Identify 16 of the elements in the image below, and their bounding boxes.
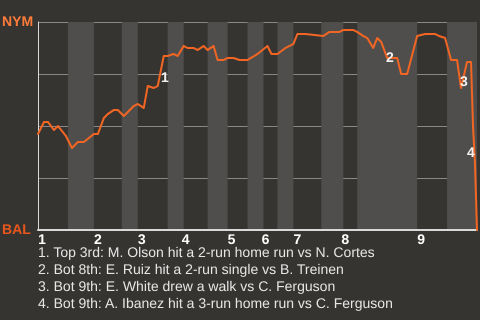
- x-tick-label: 6: [262, 231, 270, 247]
- annotation: 1: [161, 69, 169, 85]
- x-tick-label: 7: [294, 231, 302, 247]
- text: 4. Bot 9th: A. Ibanez hit a 3-run home run vs C. Ferguson: [38, 295, 393, 311]
- x-tick-label: 2: [94, 231, 102, 247]
- x-tick-label: 5: [228, 231, 236, 247]
- text: NYM: [2, 13, 34, 29]
- x-tick-label: 3: [138, 231, 146, 247]
- text: 1. Top 3rd: M. Olson hit a 2-run home run vs N. Cortes: [38, 244, 375, 260]
- text: 2. Bot 8th: E. Ruiz hit a 2-run single vs B. Treinen: [38, 261, 344, 277]
- text: BAL: [2, 221, 32, 237]
- text: 3. Bot 9th: E. White drew a walk vs C. Ferguson: [38, 278, 336, 294]
- x-tick-label: 9: [417, 231, 426, 247]
- x-tick-label: 1: [38, 231, 46, 247]
- x-tick-label: 8: [341, 231, 350, 247]
- x-tick-label: 4: [182, 231, 190, 247]
